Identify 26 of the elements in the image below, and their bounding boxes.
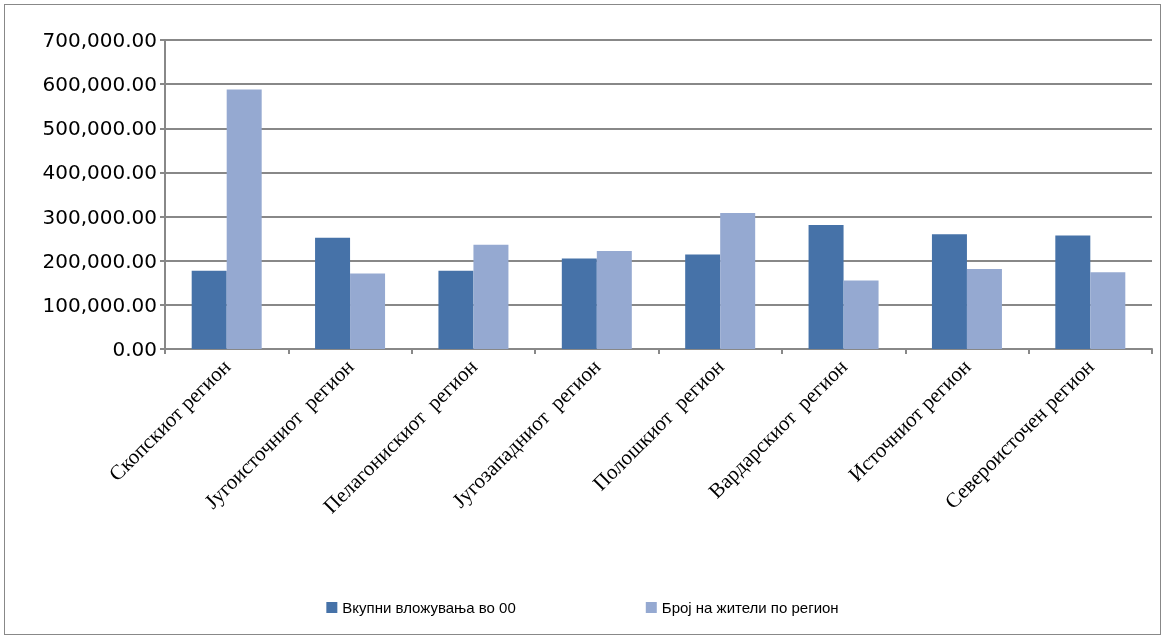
y-tick-label: 400,000.00 <box>42 160 157 185</box>
bar <box>1055 235 1091 349</box>
bar <box>1090 272 1126 349</box>
y-tick-label: 600,000.00 <box>42 72 157 97</box>
y-tick-label: 300,000.00 <box>42 204 157 229</box>
bar <box>843 280 879 349</box>
legend-label: Вкупни вложувања во 00 <box>342 599 516 616</box>
bar <box>226 89 262 349</box>
bar <box>438 270 474 349</box>
bar <box>561 258 597 349</box>
y-tick-label: 0.00 <box>112 337 157 361</box>
y-tick-label: 100,000.00 <box>42 292 157 317</box>
bar <box>191 270 227 349</box>
bar <box>966 269 1002 349</box>
bar <box>685 254 721 349</box>
y-tick-label: 500,000.00 <box>42 116 157 141</box>
bar <box>720 213 756 349</box>
bar <box>808 224 844 349</box>
legend-label: Број на жители по регион <box>661 599 839 616</box>
bar <box>931 234 967 349</box>
bar <box>473 244 509 349</box>
bar <box>596 251 632 349</box>
y-tick-label: 200,000.00 <box>42 248 157 273</box>
bar <box>350 273 386 349</box>
bar <box>315 237 351 349</box>
y-tick-label: 700,000.00 <box>42 28 157 52</box>
